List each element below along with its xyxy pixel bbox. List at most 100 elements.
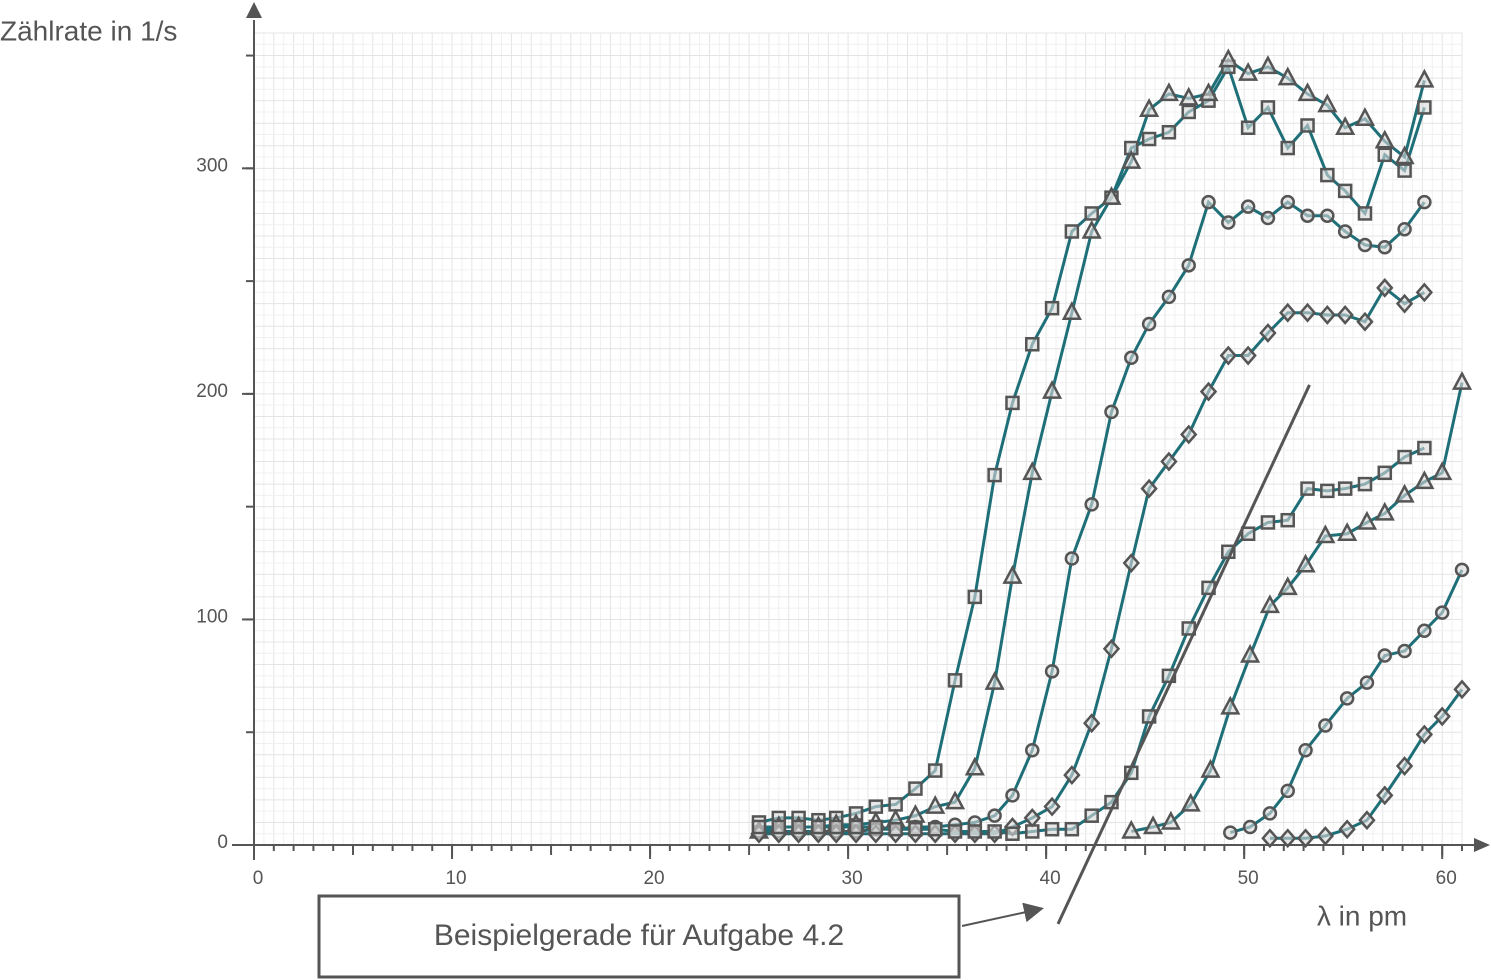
data-point xyxy=(1104,404,1119,420)
data-point xyxy=(1025,824,1040,839)
x-tick-label: 0 xyxy=(253,868,264,889)
data-point xyxy=(1261,828,1279,849)
data-point xyxy=(1280,512,1295,528)
y-tick-label: 0 xyxy=(217,832,228,853)
data-point xyxy=(1337,522,1358,541)
y-tick-label: 100 xyxy=(196,606,228,627)
data-point xyxy=(1240,643,1261,663)
data-point xyxy=(1335,116,1356,135)
data-point xyxy=(1280,140,1295,156)
data-point xyxy=(1357,206,1373,221)
data-point xyxy=(1180,424,1198,445)
data-point xyxy=(1359,675,1375,690)
data-point xyxy=(1279,828,1297,849)
x-axis-arrow xyxy=(1474,838,1490,852)
data-point xyxy=(1124,350,1139,366)
data-point xyxy=(1377,648,1393,663)
data-point xyxy=(1181,258,1196,273)
data-point xyxy=(1417,100,1432,115)
data-point xyxy=(1064,821,1080,837)
data-point xyxy=(987,467,1002,483)
data-point xyxy=(1315,524,1336,544)
data-point xyxy=(1417,440,1432,456)
data-point xyxy=(1084,808,1099,823)
data-point xyxy=(1338,819,1356,840)
series-line xyxy=(758,285,1426,836)
data-point xyxy=(1142,815,1164,835)
data-point xyxy=(1044,664,1060,679)
data-point xyxy=(1041,379,1063,399)
data-point xyxy=(1376,785,1394,806)
data-point xyxy=(1160,810,1181,830)
data-point xyxy=(1317,93,1338,113)
data-point xyxy=(1336,305,1354,325)
data-point xyxy=(1025,337,1040,352)
data-point xyxy=(1257,55,1279,75)
data-point xyxy=(888,821,903,837)
data-point xyxy=(1277,576,1298,596)
data-point xyxy=(1376,277,1394,298)
data-point xyxy=(1320,208,1335,223)
data-point xyxy=(1063,765,1081,785)
data-point xyxy=(1201,194,1216,210)
data-point xyxy=(1005,788,1020,803)
data-point xyxy=(1262,806,1278,821)
data-point xyxy=(1181,104,1196,120)
y-axis-label: Zählrate in 1/s xyxy=(0,15,177,46)
data-point xyxy=(1223,825,1238,840)
data-point xyxy=(1081,219,1102,239)
data-point xyxy=(1414,68,1435,88)
data-point xyxy=(1279,302,1297,323)
data-point xyxy=(1219,345,1237,366)
data-point xyxy=(1337,481,1353,496)
data-point xyxy=(1043,796,1061,817)
data-point xyxy=(984,670,1005,690)
data-point xyxy=(1434,605,1450,620)
data-point xyxy=(848,819,864,835)
data-point xyxy=(1433,706,1451,727)
data-point xyxy=(1357,476,1373,492)
data-point xyxy=(1259,594,1280,614)
data-point xyxy=(1122,553,1140,573)
x-tick-label: 20 xyxy=(643,868,664,889)
annotation-box xyxy=(317,894,961,979)
data-point xyxy=(1295,553,1316,573)
data-point xyxy=(1218,48,1239,68)
series-line xyxy=(758,199,1426,833)
data-point xyxy=(1374,501,1395,521)
data-point xyxy=(1260,515,1276,530)
data-point xyxy=(1220,695,1241,715)
data-point xyxy=(908,781,923,796)
data-point xyxy=(828,819,844,835)
data-point xyxy=(947,673,963,688)
data-point xyxy=(1320,167,1335,183)
data-point xyxy=(1139,98,1160,117)
data-point xyxy=(1394,145,1415,165)
data-point xyxy=(1337,224,1353,239)
data-point xyxy=(1158,82,1179,102)
x-tick-label: 60 xyxy=(1436,868,1457,889)
x-tick-label: 30 xyxy=(842,868,863,889)
data-point xyxy=(908,821,923,837)
data-point xyxy=(1260,210,1276,226)
data-point xyxy=(1300,208,1315,223)
data-point xyxy=(1356,311,1374,332)
data-point xyxy=(1300,118,1315,133)
data-point xyxy=(1102,638,1121,659)
data-point xyxy=(964,756,985,776)
data-point xyxy=(947,824,963,839)
data-point xyxy=(1044,821,1060,837)
x-tick-label: 10 xyxy=(445,868,466,889)
y-tick-label: 300 xyxy=(196,155,228,176)
data-point xyxy=(967,824,983,839)
data-point xyxy=(1316,826,1335,846)
data-point xyxy=(1356,510,1378,530)
data-point xyxy=(1415,724,1434,745)
data-point xyxy=(1414,470,1435,490)
data-point xyxy=(771,819,787,835)
data-point xyxy=(967,589,983,605)
data-point xyxy=(1044,300,1060,316)
data-point xyxy=(1260,100,1276,115)
data-point xyxy=(1083,713,1101,734)
data-point xyxy=(1141,131,1157,147)
